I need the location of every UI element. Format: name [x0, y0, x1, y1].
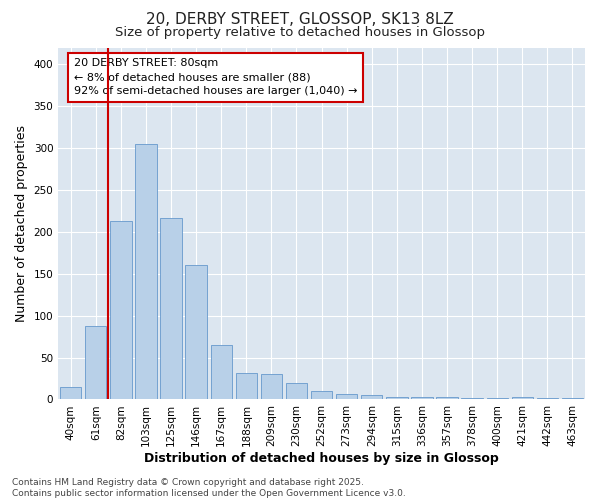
- Text: 20, DERBY STREET, GLOSSOP, SK13 8LZ: 20, DERBY STREET, GLOSSOP, SK13 8LZ: [146, 12, 454, 28]
- Bar: [436, 397, 458, 400]
- Text: Size of property relative to detached houses in Glossop: Size of property relative to detached ho…: [115, 26, 485, 39]
- Bar: [461, 398, 483, 400]
- Text: 20 DERBY STREET: 80sqm
← 8% of detached houses are smaller (88)
92% of semi-deta: 20 DERBY STREET: 80sqm ← 8% of detached …: [74, 58, 358, 96]
- Bar: [110, 221, 131, 400]
- Bar: [286, 382, 307, 400]
- Bar: [261, 374, 282, 400]
- Bar: [236, 374, 257, 400]
- Bar: [512, 397, 533, 400]
- Bar: [136, 144, 157, 400]
- Bar: [411, 397, 433, 400]
- Bar: [562, 398, 583, 400]
- Bar: [361, 396, 382, 400]
- Bar: [487, 398, 508, 400]
- Bar: [537, 398, 558, 400]
- Bar: [211, 345, 232, 400]
- Bar: [336, 394, 358, 400]
- Bar: [160, 218, 182, 400]
- X-axis label: Distribution of detached houses by size in Glossop: Distribution of detached houses by size …: [144, 452, 499, 465]
- Bar: [386, 397, 407, 400]
- Bar: [60, 387, 82, 400]
- Y-axis label: Number of detached properties: Number of detached properties: [15, 125, 28, 322]
- Bar: [185, 266, 207, 400]
- Bar: [85, 326, 106, 400]
- Text: Contains HM Land Registry data © Crown copyright and database right 2025.
Contai: Contains HM Land Registry data © Crown c…: [12, 478, 406, 498]
- Bar: [311, 391, 332, 400]
